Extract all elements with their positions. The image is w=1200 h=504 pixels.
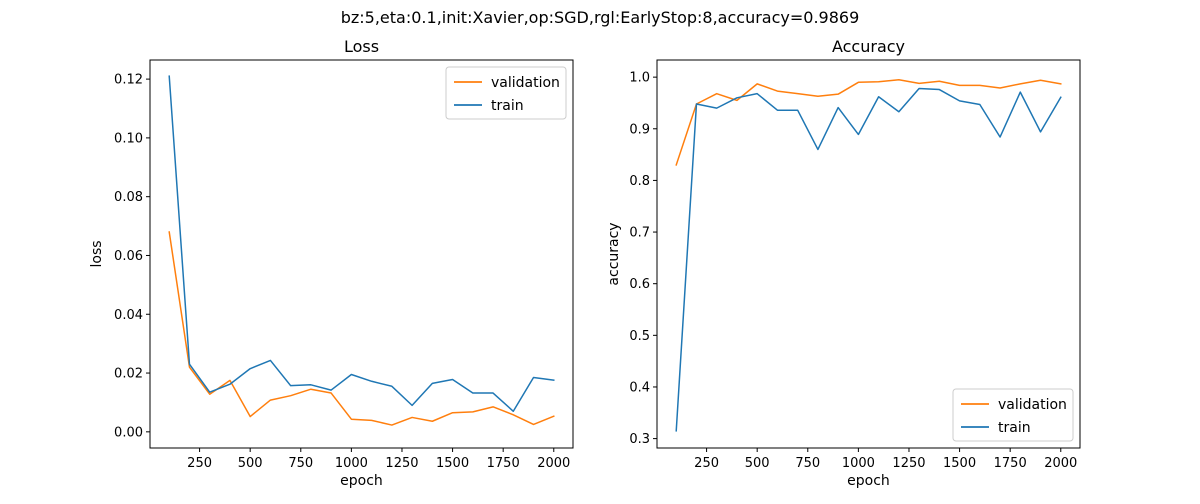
accuracy-x-tick-label: 2000 — [1044, 456, 1077, 471]
loss-x-axis-label: epoch — [340, 473, 383, 489]
accuracy-subplot: 250 500 750 1000 1250 1500 1750 2000 0.3 0.4 0.5 0.… — [606, 37, 1081, 489]
accuracy-legend: validation train — [952, 388, 1074, 442]
accuracy-x-tick-label: 250 — [694, 456, 719, 471]
accuracy-y-tick-label: 0.6 — [629, 277, 650, 292]
accuracy-title: Accuracy — [832, 37, 905, 56]
accuracy-x-tick-label: 750 — [795, 456, 820, 471]
accuracy-series-validation-line — [675, 78, 1062, 166]
accuracy-legend-label-validation: validation — [998, 397, 1067, 413]
accuracy-y-tick-label: 0.5 — [629, 329, 650, 344]
accuracy-axes-frame — [656, 59, 1081, 449]
accuracy-y-tick-label: 0.7 — [629, 226, 650, 241]
accuracy-y-tick-label: 0.9 — [629, 122, 650, 137]
accuracy-y-tick-label: 1.0 — [629, 71, 650, 86]
loss-legend-box — [445, 66, 567, 120]
loss-x-tick-label: 1750 — [487, 456, 520, 471]
accuracy-series-train-line — [675, 87, 1062, 432]
loss-x-tick-label: 2000 — [537, 456, 570, 471]
loss-y-tick-label: 0.04 — [114, 308, 143, 323]
loss-series-train-line — [168, 75, 555, 413]
accuracy-x-axis-label: epoch — [847, 473, 890, 489]
accuracy-y-tick-label: 0.3 — [629, 432, 650, 447]
loss-x-tick-label: 750 — [288, 456, 313, 471]
accuracy-legend-box — [952, 388, 1074, 442]
loss-x-tick-label: 1500 — [436, 456, 469, 471]
accuracy-x-tick-label: 1500 — [943, 456, 976, 471]
loss-x-tick-label: 1000 — [335, 456, 368, 471]
loss-legend-label-validation: validation — [491, 75, 560, 91]
accuracy-x-tick-label: 500 — [745, 456, 770, 471]
loss-x-tick-label: 250 — [187, 456, 212, 471]
loss-x-tick-label: 1250 — [385, 456, 418, 471]
loss-title: Loss — [344, 37, 379, 56]
accuracy-y-tick-label: 0.4 — [629, 380, 650, 395]
accuracy-legend-label-train: train — [998, 420, 1031, 436]
loss-y-tick-label: 0.02 — [114, 367, 143, 382]
loss-y-tick-label: 0.10 — [114, 131, 143, 146]
loss-series-validation-line — [168, 231, 555, 426]
loss-y-tick-label: 0.08 — [114, 190, 143, 205]
loss-y-tick-label: 0.12 — [114, 73, 143, 88]
figure-title: bz:5,eta:0.1,init:Xavier,op:SGD,rgl:Earl… — [341, 8, 860, 27]
accuracy-x-tick-label: 1000 — [842, 456, 875, 471]
loss-x-tick-label: 500 — [238, 456, 263, 471]
loss-legend-label-train: train — [491, 98, 524, 114]
loss-axes-frame — [149, 59, 574, 449]
accuracy-y-axis-label: accuracy — [606, 222, 622, 285]
accuracy-y-tick-label: 0.8 — [629, 174, 650, 189]
accuracy-x-tick-label: 1250 — [892, 456, 925, 471]
accuracy-x-tick-label: 1750 — [994, 456, 1027, 471]
loss-legend: validation train — [445, 66, 567, 120]
loss-y-tick-label: 0.06 — [114, 249, 143, 264]
loss-y-tick-label: 0.00 — [114, 425, 143, 440]
loss-y-axis-label: loss — [89, 240, 105, 267]
loss-subplot: 250 500 750 1000 1250 1500 1750 2000 0.00 0.02 0.0… — [89, 37, 574, 489]
